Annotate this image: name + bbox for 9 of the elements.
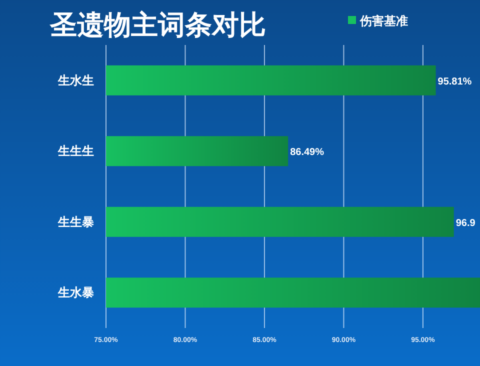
data-label: 95.81% xyxy=(438,76,472,88)
y-tick-label: 生生暴 xyxy=(57,214,94,229)
chart-title: 圣遗物主词条对比 xyxy=(49,10,266,40)
y-tick-label: 生水暴 xyxy=(57,286,94,300)
data-label: 96.9 xyxy=(456,218,476,229)
y-tick-label: 生水生 xyxy=(57,73,94,88)
data-label: 86.49% xyxy=(290,147,324,158)
y-tick-label: 生生生 xyxy=(57,144,94,158)
legend-label: 伤害基准 xyxy=(359,14,408,28)
